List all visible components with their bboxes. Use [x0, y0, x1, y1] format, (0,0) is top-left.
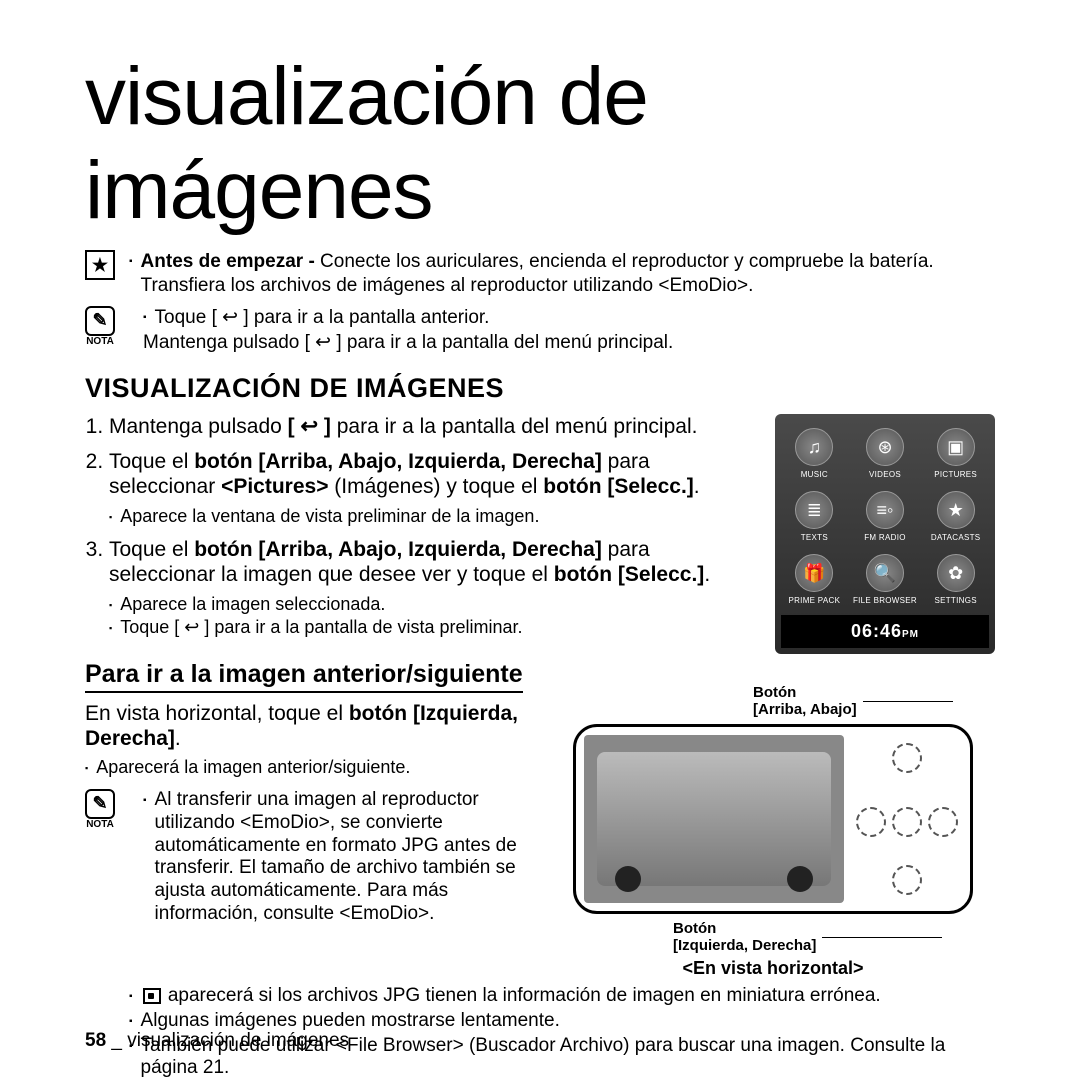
step3-sub2: Toque [ ↩ ] para ir a la pantalla de vis… [120, 617, 522, 639]
fm-radio-icon: ≡◦ [866, 491, 904, 529]
menu-item-videos[interactable]: ⊛ VIDEOS [852, 424, 919, 483]
step2-sub1: Aparece la ventana de vista preliminar d… [120, 506, 539, 528]
dpad [852, 735, 962, 903]
menu-item-datacasts[interactable]: ★ DATACASTS [922, 487, 989, 546]
step-2: Toque el botón [Arriba, Abajo, Izquierda… [109, 449, 755, 527]
section-heading: VISUALIZACIÓN DE IMÁGENES [85, 373, 995, 404]
notes-block-2: ✎ NOTA Al transferir una imagen al repro… [85, 789, 533, 928]
intro-notes: ✎ NOTA Toque [ ↩ ] para ir a la pantalla… [85, 306, 995, 356]
step-1: Mantenga pulsado [ ↩ ] para ir a la pant… [109, 414, 755, 439]
menu-label: FILE BROWSER [853, 596, 917, 605]
label-top-b: [Arriba, Abajo] [753, 701, 857, 718]
device-screen [584, 735, 844, 903]
page-title: visualización de imágenes [85, 50, 995, 238]
page-footer: 58 _ visualización de imágenes [85, 1030, 349, 1052]
menu-item-file-browser[interactable]: 🔍 FILE BROWSER [852, 550, 919, 609]
device-caption: <En vista horizontal> [573, 958, 973, 979]
before-start-label: Antes de empezar - [141, 251, 315, 272]
subsection-sub1: Aparecerá la imagen anterior/siguiente. [96, 757, 410, 779]
menu-item-pictures[interactable]: ▣ PICTURES [922, 424, 989, 483]
device-menu: ♫ MUSIC ⊛ VIDEOS ▣ PICTURES ≣ TEXTS ≡◦ FM RADIO ★ D… [775, 414, 995, 654]
label-bottom-b: [Izquierda, Derecha] [673, 937, 816, 954]
dpad-left[interactable] [856, 807, 886, 837]
menu-item-settings[interactable]: ✿ SETTINGS [922, 550, 989, 609]
subsection-body: En vista horizontal, toque el botón [Izq… [85, 701, 533, 751]
prime-pack-icon: 🎁 [795, 554, 833, 592]
videos-icon: ⊛ [866, 428, 904, 466]
menu-label: VIDEOS [869, 470, 901, 479]
music-icon: ♫ [795, 428, 833, 466]
subsection-heading: Para ir a la imagen anterior/siguiente [85, 660, 523, 693]
label-top-a: Botón [753, 684, 857, 701]
menu-label: PRIME PACK [788, 596, 840, 605]
dpad-down[interactable] [892, 865, 922, 895]
dpad-right[interactable] [928, 807, 958, 837]
label-bottom-a: Botón [673, 920, 816, 937]
menu-item-texts[interactable]: ≣ TEXTS [781, 487, 848, 546]
menu-label: FM RADIO [864, 533, 906, 542]
menu-label: MUSIC [801, 470, 828, 479]
texts-icon: ≣ [795, 491, 833, 529]
dpad-center[interactable] [892, 807, 922, 837]
note-icon: ✎ [85, 306, 115, 336]
datacasts-icon: ★ [937, 491, 975, 529]
device-time: 06:46PM [781, 615, 989, 648]
step-3: Toque el botón [Arriba, Abajo, Izquierda… [109, 537, 755, 639]
menu-label: DATACASTS [931, 533, 981, 542]
thumbnail-icon [143, 988, 161, 1004]
note-tap: Toque [ ↩ ] para ir a la pantalla anteri… [155, 306, 490, 330]
note2-1: Al transferir una imagen al reproductor … [155, 789, 533, 926]
menu-label: SETTINGS [934, 596, 976, 605]
pictures-icon: ▣ [937, 428, 975, 466]
nota-label: NOTA [85, 819, 115, 831]
step3-sub1: Aparece la imagen seleccionada. [120, 594, 385, 616]
note-hold: Mantenga pulsado [ ↩ ] para ir a la pant… [143, 331, 995, 355]
menu-label: TEXTS [801, 533, 828, 542]
device-illustration: Botón [Arriba, Abajo] Botón [Izquierda, … [573, 684, 973, 979]
file-browser-icon: 🔍 [866, 554, 904, 592]
menu-item-fm-radio[interactable]: ≡◦ FM RADIO [852, 487, 919, 546]
dpad-up[interactable] [892, 743, 922, 773]
menu-item-music[interactable]: ♫ MUSIC [781, 424, 848, 483]
nota-label: NOTA [85, 336, 115, 349]
star-icon: ★ [85, 250, 115, 280]
note-icon: ✎ [85, 789, 115, 819]
steps-list: Mantenga pulsado [ ↩ ] para ir a la pant… [85, 414, 755, 639]
settings-icon: ✿ [937, 554, 975, 592]
menu-label: PICTURES [934, 470, 977, 479]
intro-before-start: ★ Antes de empezar - Conecte los auricul… [85, 250, 995, 300]
menu-item-prime-pack[interactable]: 🎁 PRIME PACK [781, 550, 848, 609]
note2-2: aparecerá si los archivos JPG tienen la … [141, 985, 881, 1008]
